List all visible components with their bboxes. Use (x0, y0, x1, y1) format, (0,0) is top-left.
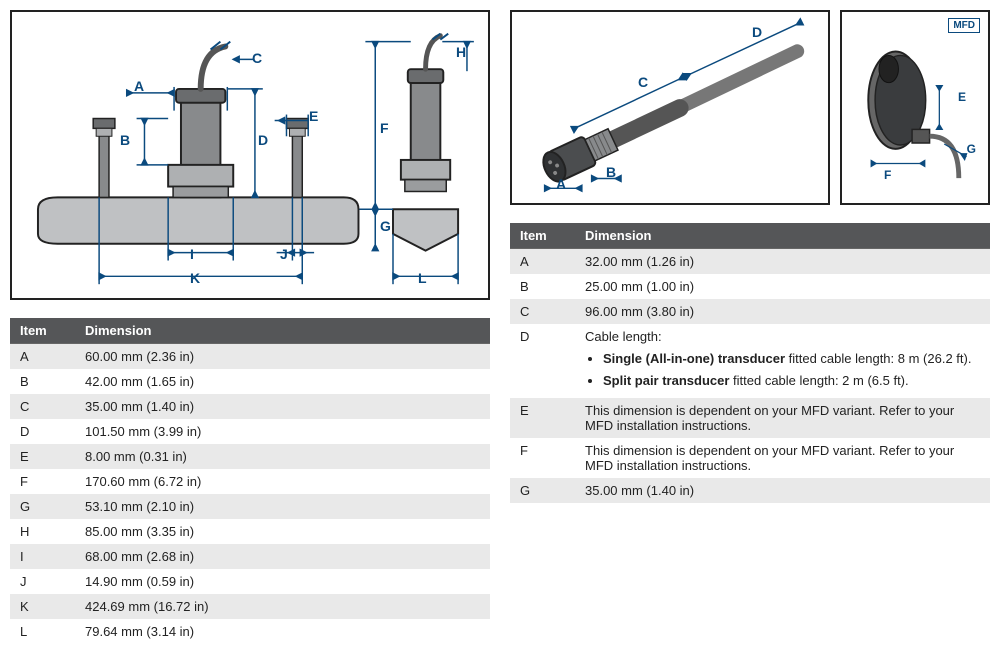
table-row: EThis dimension is dependent on your MFD… (510, 398, 990, 438)
label-h: H (456, 44, 466, 60)
transducer-diagram: A B C D E F G H I J K L (10, 10, 490, 300)
table-row: C96.00 mm (3.80 in) (510, 299, 990, 324)
label-l: L (418, 270, 427, 286)
mfd-title: MFD (948, 18, 980, 33)
table-row: B42.00 mm (1.65 in) (10, 369, 490, 394)
table-row: D101.50 mm (3.99 in) (10, 419, 490, 444)
label-g: G (380, 218, 391, 234)
label-f: F (380, 120, 389, 136)
table-row: G35.00 mm (1.40 in) (510, 478, 990, 503)
cable-label-a: A (556, 176, 566, 192)
mfd-label-f: F (884, 168, 891, 182)
table-row: L79.64 mm (3.14 in) (10, 619, 490, 644)
cable-diagram: A B C D (510, 10, 830, 205)
label-e: E (309, 108, 318, 124)
dimensions-table-left: Item Dimension A60.00 mm (2.36 in)B42.00… (10, 318, 490, 644)
cable-label-d: D (752, 24, 762, 40)
table-row: F170.60 mm (6.72 in) (10, 469, 490, 494)
th-item: Item (10, 318, 75, 344)
label-b: B (120, 132, 130, 148)
mfd-svg (842, 12, 988, 203)
dimensions-table-right: Item Dimension A32.00 mm (1.26 in)B25.00… (510, 223, 990, 503)
label-j: J (280, 246, 288, 262)
table-row: DCable length:Single (All-in-one) transd… (510, 324, 990, 398)
label-d: D (258, 132, 268, 148)
table-row: C35.00 mm (1.40 in) (10, 394, 490, 419)
table-row: A60.00 mm (2.36 in) (10, 344, 490, 370)
table-row: J14.90 mm (0.59 in) (10, 569, 490, 594)
table-row: I68.00 mm (2.68 in) (10, 544, 490, 569)
table-row: G53.10 mm (2.10 in) (10, 494, 490, 519)
cable-label-c: C (638, 74, 648, 90)
table-row: E8.00 mm (0.31 in) (10, 444, 490, 469)
mfd-label-e: E (958, 90, 966, 104)
label-i: I (190, 246, 194, 262)
label-k: K (190, 270, 200, 286)
table-row: A32.00 mm (1.26 in) (510, 249, 990, 275)
right-column: A B C D MFD E F G (510, 10, 990, 657)
table-row: H85.00 mm (3.35 in) (10, 519, 490, 544)
label-a: A (134, 78, 144, 94)
transducer-svg (12, 12, 488, 298)
mfd-diagram: MFD E F G (840, 10, 990, 205)
table-row: FThis dimension is dependent on your MFD… (510, 438, 990, 478)
table-row: K424.69 mm (16.72 in) (10, 594, 490, 619)
label-c: C (252, 50, 262, 66)
table-row: B25.00 mm (1.00 in) (510, 274, 990, 299)
left-column: A B C D E F G H I J K L Item Dimension A… (10, 10, 490, 657)
cable-svg (512, 12, 828, 203)
th-dimension: Dimension (75, 318, 490, 344)
mfd-label-g: G (967, 142, 976, 156)
cable-label-b: B (606, 164, 616, 180)
th-item-r: Item (510, 223, 575, 249)
th-dimension-r: Dimension (575, 223, 990, 249)
